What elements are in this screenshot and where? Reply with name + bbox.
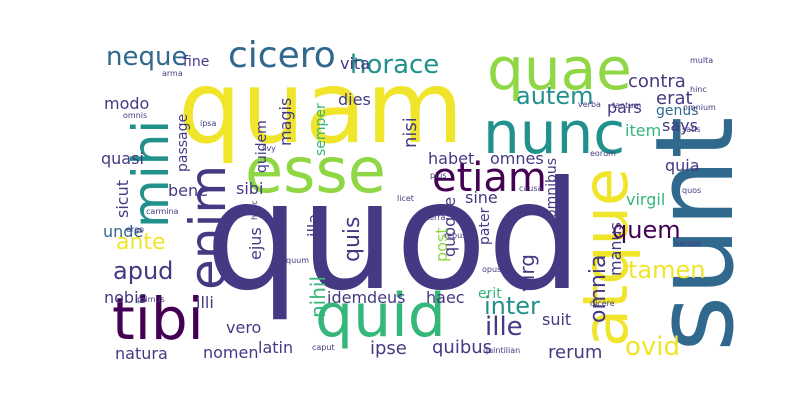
word-vero: vero bbox=[226, 318, 262, 337]
word-tamen: tamen bbox=[628, 256, 706, 284]
word-suit: suit bbox=[542, 310, 572, 329]
word-quasi: quasi bbox=[101, 149, 144, 168]
word-omnibus: omnibus bbox=[544, 157, 560, 218]
word-opus: opus bbox=[482, 265, 502, 274]
word-quam: quam bbox=[178, 49, 464, 166]
word-nisi: nisi bbox=[400, 117, 421, 148]
word-ovid: ovid bbox=[625, 332, 681, 362]
word-erat: erat bbox=[656, 88, 693, 109]
word-quum: quum bbox=[286, 256, 310, 265]
word-verba: verba bbox=[578, 100, 601, 109]
word-passage: passage bbox=[175, 113, 191, 172]
word-virgil: virgil bbox=[626, 190, 666, 209]
word-neque: neque bbox=[106, 42, 188, 72]
word-ergo: ergo bbox=[126, 225, 145, 234]
word-vita: vita bbox=[340, 54, 370, 73]
word-rerum: rerum bbox=[548, 342, 603, 363]
word-livy: livy bbox=[262, 144, 276, 153]
word-etiam: etiam bbox=[432, 155, 547, 201]
word-illa: illa bbox=[304, 213, 323, 237]
word-virg: virg bbox=[515, 254, 539, 292]
word-rebus: rebus bbox=[444, 231, 467, 240]
word-genus: genus bbox=[656, 103, 699, 119]
word-manus: manus bbox=[606, 221, 625, 276]
word-idemdeus: idemdeus bbox=[327, 288, 406, 307]
word-cloud-panel bbox=[98, 38, 718, 362]
word-quid: quid bbox=[315, 281, 446, 351]
word-natura: natura bbox=[115, 344, 168, 363]
word-quis: quis bbox=[340, 216, 365, 262]
word-tantum: tantum bbox=[612, 101, 642, 110]
word-quod: quod bbox=[205, 150, 583, 324]
word-nobis: nobis bbox=[104, 288, 147, 307]
word-sibi: sibi bbox=[236, 179, 264, 198]
word-semper: semper bbox=[313, 103, 329, 156]
word-pars: pars bbox=[607, 98, 642, 117]
word-pater: pater bbox=[477, 207, 493, 245]
word-unde: unde bbox=[103, 222, 144, 241]
word-fine: fine bbox=[183, 54, 210, 70]
word-quem: quem bbox=[612, 216, 681, 244]
word-nunc: nunc bbox=[483, 99, 626, 167]
word-latin: latin bbox=[258, 338, 294, 357]
word-licet: licet bbox=[397, 194, 414, 203]
word-apud: apud bbox=[113, 257, 174, 285]
word-ipse: ipse bbox=[370, 338, 407, 359]
word-illi: illi bbox=[196, 293, 214, 312]
word-haec: haec bbox=[426, 288, 465, 307]
word-autem: autem bbox=[516, 82, 594, 110]
word-eorum: eorum bbox=[590, 149, 616, 158]
word-versus: versus bbox=[675, 239, 702, 248]
word-quia: quia bbox=[665, 156, 700, 175]
word-quos: quos bbox=[682, 186, 702, 195]
word-habet: habet bbox=[428, 149, 475, 168]
word-carmina: carmina bbox=[146, 207, 179, 216]
word-ille: ille bbox=[485, 312, 523, 342]
word-horace: horace bbox=[350, 50, 440, 80]
word-sine: sine bbox=[465, 188, 498, 207]
word-inter: inter bbox=[484, 292, 540, 320]
word-satis: satis bbox=[682, 125, 701, 134]
word-cicero: cicero bbox=[228, 35, 336, 76]
word-terra: terra bbox=[426, 213, 446, 222]
word-esse: esse bbox=[245, 134, 386, 207]
word-sicut: sicut bbox=[113, 180, 132, 218]
word-causa: causa bbox=[519, 184, 543, 193]
word-erit: erit bbox=[478, 286, 502, 302]
word-omnes: omnes bbox=[490, 149, 544, 168]
word-item: item bbox=[625, 121, 662, 140]
word-hinc: hinc bbox=[690, 85, 707, 94]
word-quae: quae bbox=[487, 35, 632, 103]
word-omnium: omnium bbox=[683, 103, 716, 112]
word-dies: dies bbox=[338, 90, 371, 109]
word-tibi: tibi bbox=[112, 285, 204, 353]
word-omnis: omnis bbox=[123, 111, 148, 120]
word-contra: contra bbox=[628, 71, 686, 92]
word-primus: primus bbox=[137, 295, 165, 304]
word-hunc: hunc bbox=[250, 200, 259, 220]
word-quintilian: quintilian bbox=[483, 346, 521, 355]
word-ante: ante bbox=[116, 230, 166, 255]
word-nihil: nihil bbox=[306, 275, 330, 318]
word-nomen: nomen bbox=[203, 343, 259, 362]
word-bene: bene bbox=[168, 181, 208, 200]
word-magis: magis bbox=[276, 97, 295, 146]
word-multa: multa bbox=[690, 56, 714, 65]
word-ejus: ejus bbox=[246, 227, 265, 260]
word-arma: arma bbox=[162, 69, 183, 78]
word-caput: caput bbox=[312, 343, 335, 352]
word-says: says bbox=[662, 116, 698, 135]
word-quibus: quibus bbox=[432, 337, 493, 358]
word-ipsa: ipsa bbox=[200, 119, 217, 128]
word-modo: modo bbox=[104, 94, 150, 113]
word-plus: plus bbox=[430, 171, 447, 180]
word-dicere: dicere bbox=[590, 299, 615, 308]
